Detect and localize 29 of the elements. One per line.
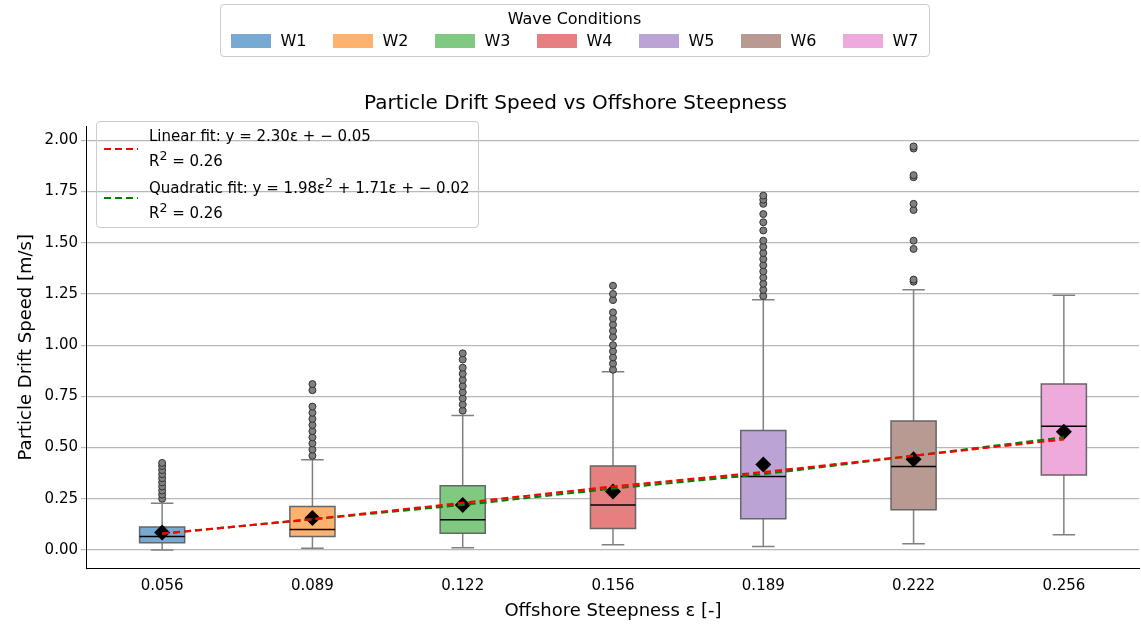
legend-label: W6 [790,31,817,50]
x-tick-label: 0.089 [290,576,334,595]
x-tick-label: 0.189 [741,576,785,595]
chart-title: Particle Drift Speed vs Offshore Steepness [364,90,787,115]
y-tick-label: 1.25 [44,283,78,302]
y-tick-label: 0.50 [44,437,78,456]
legend-label: W5 [688,31,715,50]
text: Quadratic fit: y = 1.98ε$^{2}$ + 1.71ε + − 0.02 R$^{2}$ = 0.26 [149,175,470,222]
y-axis-title: Particle Drift Speed [m/s] [14,233,36,461]
legend-label: W7 [892,31,919,50]
legend-label: W2 [382,31,409,50]
legend-label: W1 [280,31,307,50]
x-axis-title: Offshore Steepness ε [-] [504,598,722,620]
x-tick-label: 0.256 [1042,576,1086,595]
x-tick-label: 0.222 [892,576,936,595]
y-tick-label: 0.25 [44,488,78,507]
x-tick-label: 0.156 [591,576,635,595]
legend-label: W3 [484,31,511,50]
x-tick-label: 0.122 [441,576,485,595]
legend-label: W4 [586,31,613,50]
y-tick-label: 1.75 [44,181,78,200]
y-tick-label: 0.75 [44,386,78,405]
legend-title: Wave Conditions [506,9,643,28]
y-tick-label: 0.00 [44,539,78,558]
y-tick-label: 1.00 [44,335,78,354]
legend-label: Linear fit: y = 2.30ε + − 0.05 R$^{2}$ = 0.26 [149,126,371,171]
y-tick-label: 2.00 [44,130,78,149]
x-tick-label: 0.056 [140,576,184,595]
y-tick-label: 1.50 [44,232,78,251]
